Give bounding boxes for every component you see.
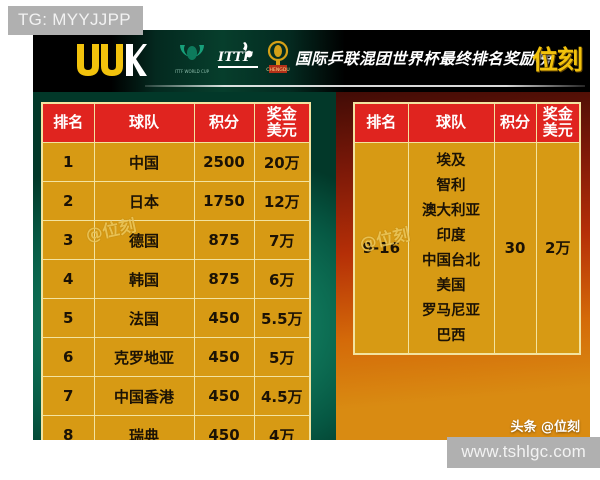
table-row: 8 瑞典 450 4万 [41, 415, 311, 440]
cell-team: 中国 [93, 142, 195, 182]
team-name: 智利 [436, 177, 466, 194]
column-header-team: 球队 [407, 102, 495, 143]
cell-prize: 6万 [253, 259, 311, 299]
table-row: 3 德国 875 7万 [41, 220, 311, 260]
cell-team: 韩国 [93, 259, 195, 299]
cell-points: 450 [193, 337, 255, 377]
table-row: 1 中国 2500 20万 [41, 142, 311, 182]
table-header-row: 排名 球队 积分 奖金 美元 [353, 102, 581, 143]
trophy-emblem-logo: CHENGDU [266, 40, 290, 73]
cell-rank: 3 [41, 220, 95, 260]
svg-text:ITTF: ITTF [217, 50, 253, 65]
cell-team: 中国香港 [93, 376, 195, 416]
cell-rank: 7 [41, 376, 95, 416]
cell-prize: 20万 [253, 142, 311, 182]
table-row: 6 克罗地亚 450 5万 [41, 337, 311, 377]
cell-team: 日本 [93, 181, 195, 221]
table-row: 2 日本 1750 12万 [41, 181, 311, 221]
column-header-rank: 排名 [353, 102, 409, 143]
cell-rank: 2 [41, 181, 95, 221]
cell-team: 法国 [93, 298, 195, 338]
team-name: 埃及 [436, 153, 466, 169]
infographic-panel: ITTF WORLD CUP ITTF CHENGDU 国际乒联混团世界杯最终排… [33, 30, 590, 440]
table-row: 7 中国香港 450 4.5万 [41, 376, 311, 416]
header-title: 国际乒联混团世界杯最终排名奖励榜 [295, 49, 552, 68]
cell-rank: 1 [41, 142, 95, 182]
footer-credit: 头条 @位刻 [510, 420, 580, 435]
cell-points: 875 [193, 220, 255, 260]
table-row-group: 9-16 埃及 智利 澳大利亚 印度 中国台北 美国 罗马尼亚 巴西 30 2万 [353, 142, 581, 354]
site-watermark-overlay: www.tshlgc.com [447, 437, 600, 468]
column-header-team: 球队 [93, 102, 195, 143]
brand-logo-text: 位刻 [531, 46, 583, 76]
cell-points: 450 [193, 376, 255, 416]
cell-rank: 8 [41, 415, 95, 440]
ittf-logo: ITTF [217, 42, 258, 68]
header-underline [145, 85, 585, 87]
team-name: 澳大利亚 [422, 202, 480, 219]
table-row: 4 韩国 875 6万 [41, 259, 311, 299]
svg-text:CHENGDU: CHENGDU [266, 67, 289, 73]
team-name: 罗马尼亚 [422, 302, 480, 319]
cell-prize: 5万 [253, 337, 311, 377]
column-header-points: 积分 [193, 102, 255, 143]
team-name: 印度 [436, 227, 466, 244]
column-header-prize: 奖金 美元 [253, 102, 311, 143]
cell-prize: 12万 [253, 181, 311, 221]
svg-text:ITTF WORLD CUP: ITTF WORLD CUP [175, 69, 209, 74]
column-header-rank: 排名 [41, 102, 95, 143]
cell-points: 875 [193, 259, 255, 299]
cell-prize: 4万 [253, 415, 311, 440]
cell-rank: 6 [41, 337, 95, 377]
ittf-world-cup-logo: ITTF WORLD CUP [175, 45, 209, 74]
column-header-points: 积分 [493, 102, 537, 143]
cell-team-list: 埃及 智利 澳大利亚 印度 中国台北 美国 罗马尼亚 巴西 [407, 142, 495, 354]
column-header-prize: 奖金 美元 [535, 102, 581, 143]
cell-prize: 7万 [253, 220, 311, 260]
column-header-prize-line1: 奖金 [266, 105, 297, 124]
tg-tag-overlay: TG: MYYJJPP [8, 6, 143, 35]
cell-points: 1750 [193, 181, 255, 221]
team-name: 中国台北 [422, 252, 480, 269]
column-header-prize-line1: 奖金 [542, 105, 573, 124]
cell-points: 2500 [193, 142, 255, 182]
team-name: 巴西 [436, 327, 466, 344]
uuk-logo [77, 44, 147, 76]
cell-points: 450 [193, 415, 255, 440]
cell-rank-range: 9-16 [353, 142, 409, 354]
cell-team: 克罗地亚 [93, 337, 195, 377]
ranking-table-top8: 排名 球队 积分 奖金 美元 1 中国 2500 20万 2 日本 1750 1… [41, 102, 311, 440]
cell-team: 瑞典 [93, 415, 195, 440]
cell-rank: 4 [41, 259, 95, 299]
ranking-table-9to16: 排名 球队 积分 奖金 美元 9-16 埃及 智利 澳大利亚 印度 中国台北 美… [353, 102, 581, 355]
table-row: 5 法国 450 5.5万 [41, 298, 311, 338]
header-bar: ITTF WORLD CUP ITTF CHENGDU 国际乒联混团世界杯最终排… [33, 30, 590, 92]
column-header-prize-line2: 美元 [542, 121, 573, 139]
column-header-prize-line2: 美元 [266, 121, 297, 139]
cell-prize: 4.5万 [253, 376, 311, 416]
cell-points: 450 [193, 298, 255, 338]
cell-team: 德国 [93, 220, 195, 260]
cell-points: 30 [493, 142, 537, 354]
team-name: 美国 [436, 277, 466, 294]
cell-rank: 5 [41, 298, 95, 338]
cell-prize: 5.5万 [253, 298, 311, 338]
cell-prize: 2万 [535, 142, 581, 354]
table-header-row: 排名 球队 积分 奖金 美元 [41, 102, 311, 143]
